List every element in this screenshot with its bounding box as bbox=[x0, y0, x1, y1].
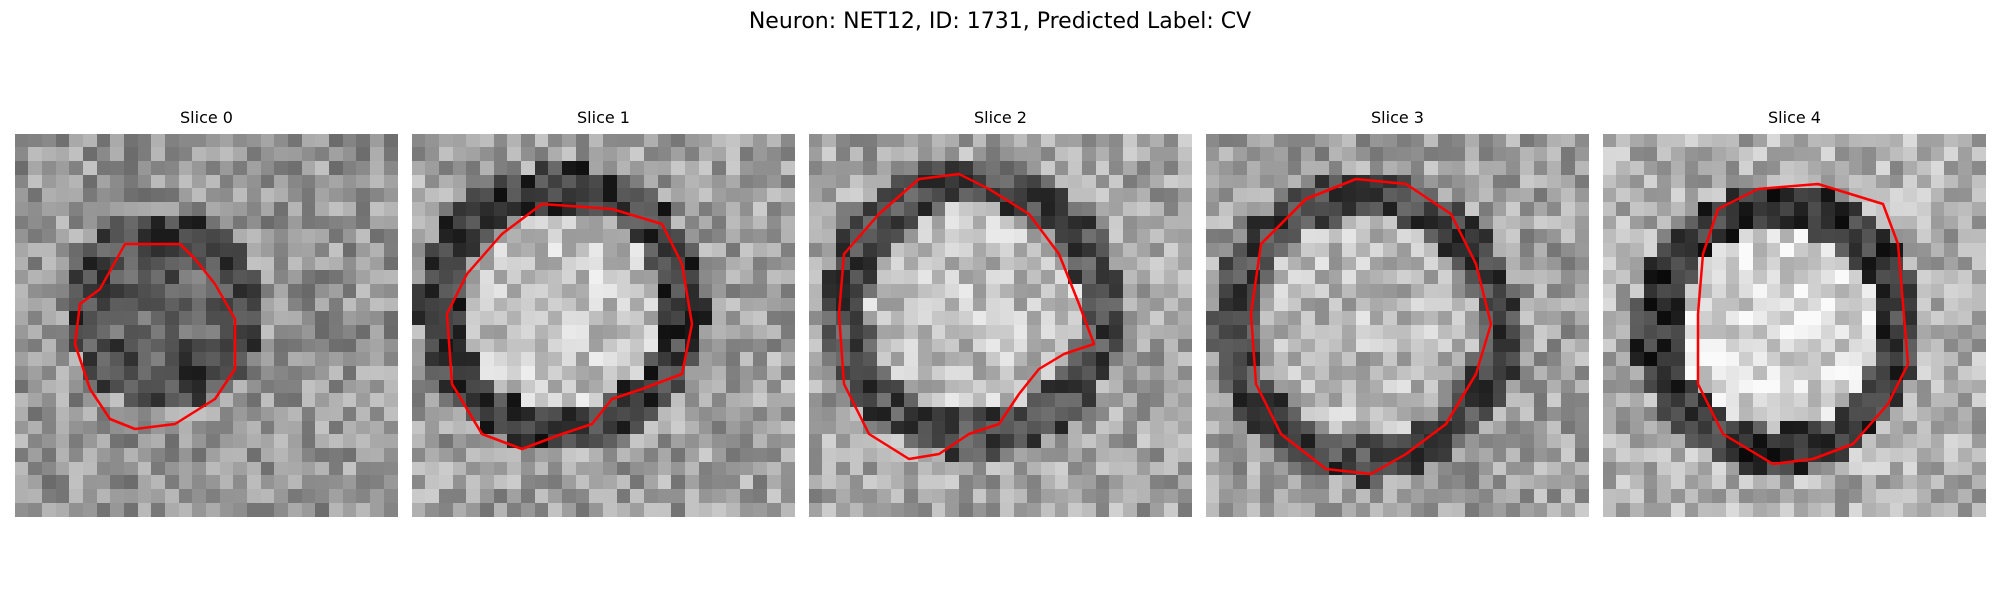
slice-image-1 bbox=[412, 134, 795, 517]
slice-panel-4: Slice 4 bbox=[1603, 108, 1986, 517]
slice-panel-1: Slice 1 bbox=[412, 108, 795, 517]
slice-image-3 bbox=[1206, 134, 1589, 517]
slice-image-4 bbox=[1603, 134, 1986, 517]
slice-title-2: Slice 2 bbox=[974, 108, 1027, 127]
slice-panel-0: Slice 0 bbox=[15, 108, 398, 517]
slice-title-4: Slice 4 bbox=[1768, 108, 1821, 127]
slice-title-0: Slice 0 bbox=[180, 108, 233, 127]
slice-panel-2: Slice 2 bbox=[809, 108, 1192, 517]
slice-title-3: Slice 3 bbox=[1371, 108, 1424, 127]
slice-image-0 bbox=[15, 134, 398, 517]
figure-title: Neuron: NET12, ID: 1731, Predicted Label… bbox=[748, 9, 1252, 34]
slice-image-2 bbox=[809, 134, 1192, 517]
slice-panel-3: Slice 3 bbox=[1206, 108, 1589, 517]
slice-title-1: Slice 1 bbox=[577, 108, 630, 127]
